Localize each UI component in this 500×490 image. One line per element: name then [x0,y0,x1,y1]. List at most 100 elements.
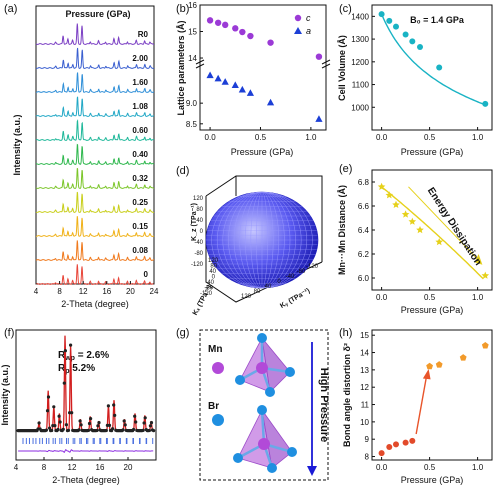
panel-h-low-point-1 [386,444,393,450]
panel-b-c-point-0 [206,17,214,24]
panel-f-obs-point-336 [134,420,138,424]
panel-e-dissipation-arrowhead [474,254,483,265]
panel-h-xtick-label-2: 1.0 [472,463,484,472]
panel-h-high-point-0 [426,362,433,370]
panel-f-obs-point-225 [95,428,99,433]
xrd-trace-label-9: 0.08 [132,246,148,255]
panel-e-point-2 [392,200,400,208]
xrd-trace-10 [35,264,154,285]
panel-a-xtick-label-3: 16 [102,287,111,296]
tetra-bot-br-2 [233,453,243,463]
panel-f-obs-point-387 [152,429,156,433]
xrd-trace-5 [36,143,155,165]
panel-b-c-point-2 [222,21,229,29]
xrd-trace-4 [35,119,155,141]
panel-f-obs-point-252 [104,428,108,433]
panel-d-y-tick-3: 0 [277,279,281,285]
panel-c-ytick-label-4: 1400 [351,12,369,21]
panel-f-obs-point-333 [133,414,137,418]
panel-g-legend-mn-ball [212,362,224,374]
panel-a-xlabel: 2-Theta (degree) [61,299,129,309]
panel-d-z-tick-0: 120 [193,196,204,202]
panel-c-point-4 [409,38,416,45]
panel-d-axis-y: Kᵧ (TPa⁻¹) [279,287,311,310]
panel-h-distortion: Pressure (GPa) Bond angle distortion δ² … [342,329,493,485]
panel-c-xtick-label-1: 0.5 [424,133,436,142]
panel-h-trend-arrow [415,374,428,435]
panel-f-obs-point-81 [44,428,49,432]
panel-g-dashed-box [199,329,329,481]
panel-d-y-tick-5: -80 [297,269,306,275]
panel-h-frame [371,329,493,461]
xrd-trace-label-10: 0 [144,270,149,279]
panel-h-low-point-3 [402,439,409,446]
panel-f-obs-point-150 [69,343,73,347]
panel-e-ytick-label-1: 6.2 [358,250,370,259]
panel-f-obs-point-138 [64,423,68,427]
panel-f-obs-point-177 [78,419,82,423]
panel-g-legend-mn: Mn [208,344,222,355]
sphere-lon-16 [222,192,302,288]
panel-g-arrow-label: High Pressure [318,368,330,443]
panel-c-frame [371,4,493,131]
xrd-trace-6 [35,167,155,189]
panel-e-xtick-label-1: 0.5 [424,293,436,302]
panel-b-ytick-upper-label-2: 16 [188,1,197,10]
panel-f-obs-point-357 [141,428,145,432]
panel-label-b: (b) [176,3,189,15]
panel-c-xtick-label-0: 0.0 [376,133,388,142]
panel-a-legend-title: Pressure (GPa) [65,9,130,19]
panel-a-xtick-label-4: 20 [126,287,135,296]
panel-d-z-tick-1: 80 [196,207,203,213]
tetra-top-mn [256,362,268,374]
panel-g-legend-br: Br [208,401,219,412]
panel-f-refinement: Rwp = 2.6% Rp 5.2% 2-Theta (degree) Inte… [0,329,157,485]
panel-c-point-6 [436,64,443,71]
panel-f-obs-point-258 [106,404,110,408]
panel-d-x-tick-2: 40 [209,269,216,275]
panel-f-obs-point-363 [143,416,147,420]
panel-f-obs-point-84 [45,409,50,413]
panel-d-y-tick-2: 40 [265,284,272,290]
panel-e-ytick-label-0: 6.0 [358,274,370,283]
panel-d-y-tick-6: -120 [306,264,319,270]
panel-g-pressure-arrowhead [307,466,317,476]
panel-g-legend-br-ball [212,414,224,426]
panel-b-xtick-label-0: 0.0 [205,133,217,142]
panel-b-legend-c-marker [294,14,302,22]
panel-b-a-point-1 [214,74,222,82]
panel-d-y-tick-0: 120 [241,294,252,300]
panel-b-ytick-upper-label-1: 15 [188,28,197,37]
panel-f-obs-point-228 [96,424,100,428]
xrd-trace-label-6: 0.32 [132,174,148,183]
panel-label-a: (a) [4,3,17,15]
xrd-trace-1 [35,47,155,69]
xrd-trace-label-4: 0.60 [132,126,148,135]
panel-f-obs-point-132 [62,381,66,385]
panel-c-ytick-label-3: 1300 [351,35,369,44]
panel-a-xtick-label-5: 24 [150,287,159,296]
panel-d-z-tick-3: 0 [200,229,204,235]
panel-f-obs-point-303 [122,419,126,423]
panel-b-a-point-3 [231,81,239,88]
panel-c-point-0 [378,11,385,18]
sphere-lon-12 [244,192,280,288]
panel-c-ytick-label-2: 1200 [351,58,369,67]
sphere-lon-11 [250,192,274,288]
panel-f-xtick-label-1: 8 [42,463,47,472]
panel-f-obs-point-60 [37,421,41,425]
panel-c-point-1 [386,17,393,24]
tetra-top-br-2 [235,375,245,385]
xrd-trace-label-0: R0 [138,30,149,39]
panel-d-x-tick-1: 80 [210,264,217,270]
panel-h-ylabel: Bond angle distortion δ² [342,343,352,447]
panel-b-a-point-6 [266,98,275,106]
panel-b-ytick-upper-label-0: 14 [188,54,197,63]
panel-b-a-point-7 [315,115,323,122]
panel-label-f: (f) [4,327,14,339]
panel-f-obs-point-135 [63,349,67,353]
tetra-top-br-3 [265,387,275,397]
panel-h-ytick-label-1: 9 [365,435,370,444]
panel-c-annotation: B₀ = 1.4 GPa [410,15,465,25]
tetra-bot-mn [258,438,270,450]
